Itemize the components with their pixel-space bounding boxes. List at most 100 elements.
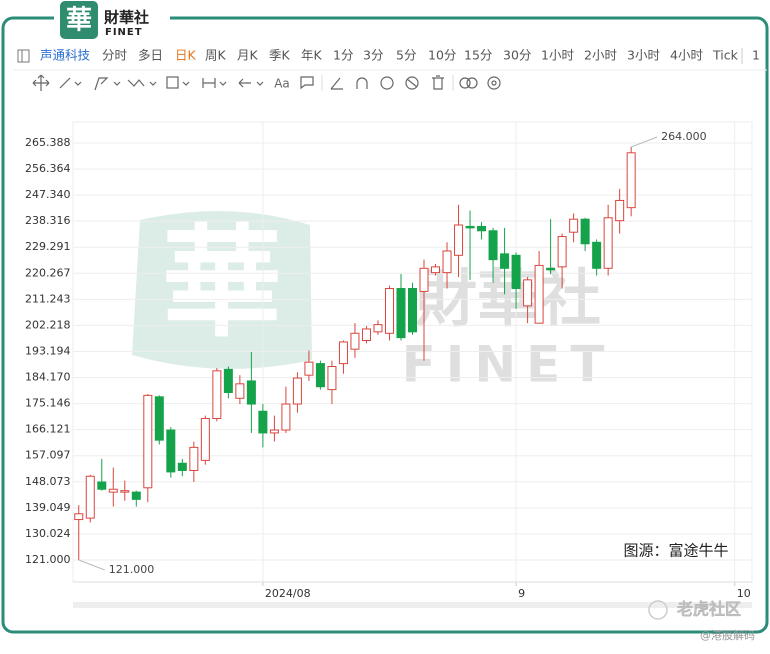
wave-tool[interactable] (127, 79, 145, 87)
lock-tool[interactable] (380, 76, 394, 90)
annotation-leader (630, 136, 658, 148)
candle-body (304, 361, 314, 376)
candle-body (373, 324, 383, 333)
candle-body (615, 199, 625, 222)
delete-tool[interactable] (432, 75, 444, 90)
period-tab[interactable]: 3分 (363, 48, 383, 63)
period-tab[interactable]: 2小时 (584, 48, 617, 63)
dropdown (182, 81, 190, 86)
text-tool[interactable]: Aa (274, 77, 290, 91)
candle-body (223, 368, 233, 393)
period-tab[interactable]: 季K (269, 48, 291, 63)
candle-body (189, 446, 199, 471)
period-tab[interactable]: 多日 (138, 48, 163, 63)
y-tick-label: 220.267 (25, 266, 71, 279)
candle-body (85, 475, 95, 519)
candle-body (431, 266, 441, 274)
candle-body (361, 328, 371, 342)
x-tick-label: 10 (737, 587, 751, 600)
y-tick-label: 184.170 (25, 371, 71, 384)
period-tab[interactable]: 月K (237, 48, 259, 63)
watermark-logo (132, 211, 312, 369)
candle-body (592, 241, 602, 269)
candle-body (108, 488, 118, 493)
candle-body (338, 341, 348, 365)
period-tab[interactable]: 日K (175, 48, 197, 63)
note-tool[interactable] (300, 76, 314, 90)
magnet-tool[interactable] (356, 77, 368, 89)
candle-body (131, 491, 141, 500)
period-tab[interactable]: 1分 (333, 48, 353, 63)
period-tab[interactable]: 15分 (464, 48, 492, 63)
source-note: 图源：富途牛牛 (623, 542, 728, 560)
dropdown (113, 81, 121, 86)
logo-mark (60, 1, 98, 39)
candle-body (442, 250, 452, 274)
dropdown (149, 81, 157, 86)
fib-tool[interactable] (166, 76, 179, 89)
candle-body (120, 490, 130, 493)
drawing-tools: Aa (32, 74, 501, 91)
line-tool[interactable] (59, 77, 71, 89)
y-tick-label: 121.000 (25, 553, 71, 566)
candle-body (143, 394, 153, 489)
y-tick-label: 148.073 (25, 475, 71, 488)
y-tick-label: 175.146 (25, 397, 71, 410)
period-tab[interactable]: 10分 (428, 48, 456, 63)
period-tab[interactable]: 4小时 (670, 48, 703, 63)
candle-body (154, 396, 164, 441)
candle-body (626, 152, 636, 209)
candle-body (454, 224, 464, 256)
candle-body (292, 377, 302, 405)
candle-body (315, 363, 325, 388)
watermark-logo-char: 華 (162, 215, 282, 354)
community-logo (648, 600, 668, 620)
measure-tool[interactable] (202, 78, 216, 88)
move-tool[interactable] (32, 74, 50, 91)
x-tick-label: 9 (518, 587, 525, 600)
compare-tool[interactable] (459, 77, 471, 89)
candle-body (580, 218, 590, 245)
settings-tool[interactable] (487, 76, 501, 90)
stock-name: 声通科技 (40, 48, 91, 63)
annotation-label: 264.000 (661, 130, 707, 143)
candle-body (408, 288, 417, 333)
period-tab[interactable]: 1小时 (541, 48, 574, 63)
candle-body (269, 429, 279, 434)
y-tick-label: 211.243 (25, 292, 71, 305)
period-tab[interactable]: 年K (301, 48, 323, 63)
y-tick-label: 193.194 (25, 344, 71, 357)
period-tab[interactable]: 分时 (102, 48, 128, 63)
logo-brand: 財華社 (103, 9, 149, 27)
panel-toggle[interactable] (17, 49, 30, 63)
logo-char: 華 (66, 6, 92, 36)
period-tab[interactable]: Tick (712, 48, 739, 63)
period-tab[interactable]: 5分 (396, 48, 416, 63)
candle-body (569, 218, 579, 233)
candle-body (246, 380, 256, 405)
candle-body (177, 462, 187, 471)
hide-tool[interactable] (405, 76, 419, 90)
period-tab[interactable]: 周K (205, 48, 227, 63)
candle-body (488, 230, 498, 261)
y-tick-label: 238.316 (25, 214, 71, 227)
annotation-label: 121.000 (109, 563, 155, 576)
candle-body (327, 365, 337, 391)
arrow-tool[interactable] (238, 78, 251, 88)
watermark: 華 (132, 211, 312, 369)
candle-body (603, 217, 613, 269)
period-tab[interactable]: 1 (752, 48, 760, 63)
candle-body (465, 225, 475, 229)
angle-tool[interactable] (330, 77, 343, 90)
candle-body (419, 267, 429, 292)
candle-body (166, 429, 176, 473)
period-tab[interactable]: 3小时 (627, 48, 660, 63)
scrollbar[interactable] (73, 602, 752, 608)
candle-body (74, 513, 84, 521)
logo-latin: FINET (105, 27, 143, 38)
candle-body (281, 403, 291, 431)
period-tab[interactable]: 30分 (503, 48, 531, 63)
compare-tool-2 (466, 77, 478, 89)
channel-tool[interactable] (94, 77, 109, 91)
candle-body (523, 279, 533, 307)
